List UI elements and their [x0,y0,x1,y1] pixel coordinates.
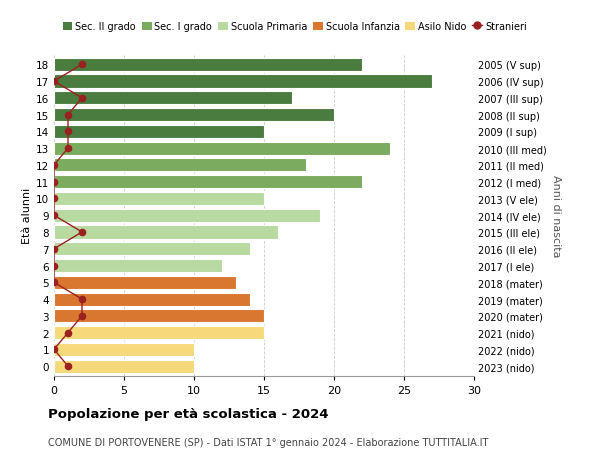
Bar [54,142,390,155]
Bar [54,360,194,373]
Bar [54,326,264,339]
Legend: Sec. II grado, Sec. I grado, Scuola Primaria, Scuola Infanzia, Asilo Nido, Stran: Sec. II grado, Sec. I grado, Scuola Prim… [59,18,530,36]
Bar [54,109,334,122]
Bar [54,159,306,172]
Bar [54,209,320,222]
Bar [54,59,362,72]
Text: Popolazione per età scolastica - 2024: Popolazione per età scolastica - 2024 [48,407,329,420]
Bar [54,293,250,306]
Bar [54,176,362,189]
Bar [54,125,264,139]
Y-axis label: Anni di nascita: Anni di nascita [551,174,561,257]
Bar [54,75,432,89]
Bar [54,226,278,239]
Bar [54,192,264,206]
Y-axis label: Età alunni: Età alunni [22,188,32,244]
Bar [54,343,194,356]
Bar [54,310,264,323]
Bar [54,243,250,256]
Bar [54,92,292,105]
Bar [54,276,236,289]
Bar [54,259,222,273]
Text: COMUNE DI PORTOVENERE (SP) - Dati ISTAT 1° gennaio 2024 - Elaborazione TUTTITALI: COMUNE DI PORTOVENERE (SP) - Dati ISTAT … [48,437,488,448]
